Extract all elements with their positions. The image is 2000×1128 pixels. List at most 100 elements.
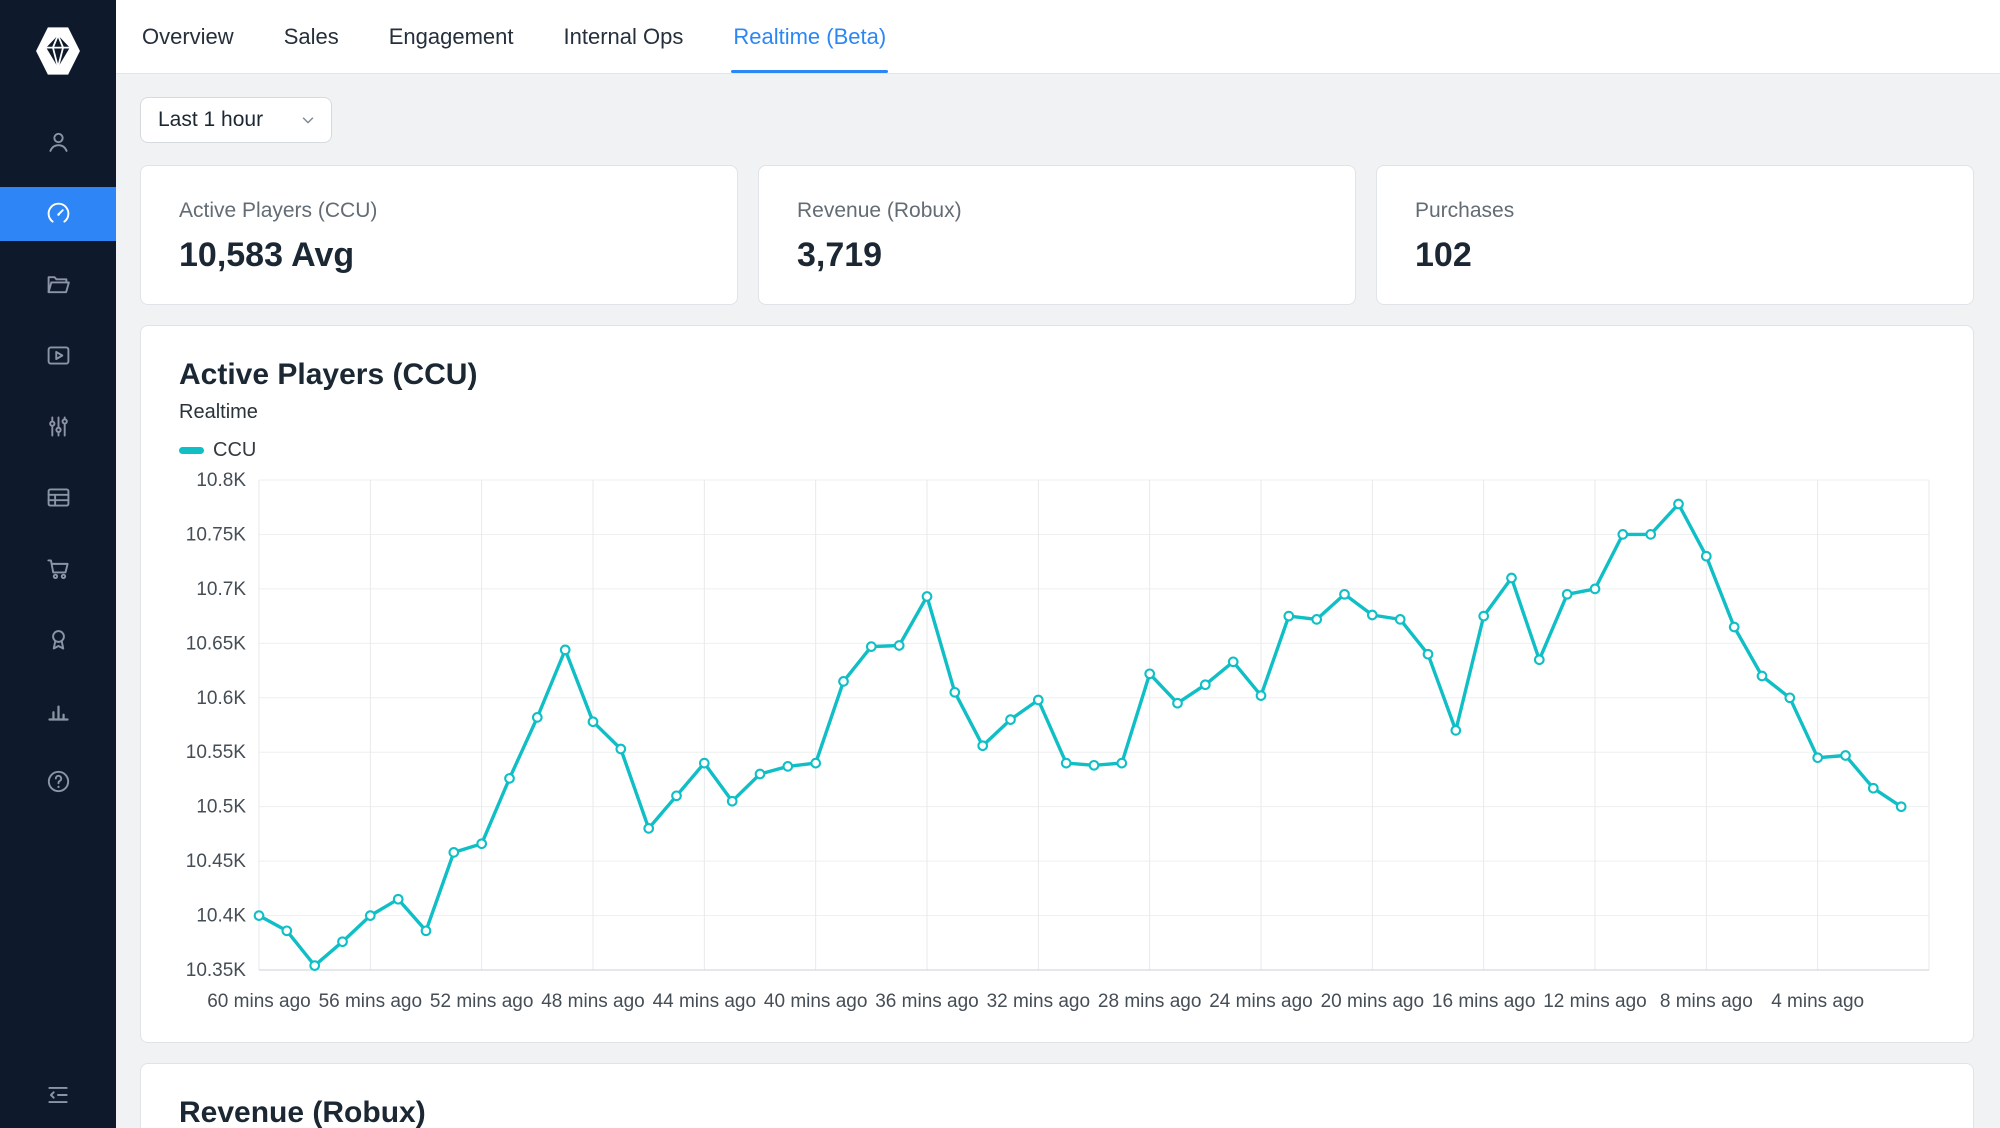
data-point-marker[interactable] xyxy=(253,910,265,921)
sidebar-item-analytics[interactable] xyxy=(0,186,116,241)
data-point-marker[interactable] xyxy=(1116,757,1128,769)
data-point-marker[interactable] xyxy=(1561,588,1573,600)
help-circle-icon xyxy=(47,770,69,793)
chart-legend[interactable]: CCU xyxy=(179,439,1935,462)
data-point-marker[interactable] xyxy=(364,910,376,921)
data-point-marker[interactable] xyxy=(1728,621,1740,633)
data-point-marker[interactable] xyxy=(698,757,710,769)
data-point-marker[interactable] xyxy=(1366,609,1378,621)
data-point-marker[interactable] xyxy=(1812,752,1824,764)
data-point-marker[interactable] xyxy=(865,641,877,652)
data-point-marker[interactable] xyxy=(1506,572,1517,584)
data-point-marker[interactable] xyxy=(754,768,766,780)
data-point-marker[interactable] xyxy=(1784,692,1796,704)
y-axis-tick-label: 10.55K xyxy=(186,742,247,763)
sidebar-item-media[interactable] xyxy=(0,329,116,383)
data-point-marker[interactable] xyxy=(1005,714,1016,725)
revenue-chart-card: Revenue (Robux) xyxy=(140,1063,1974,1128)
data-point-marker[interactable] xyxy=(977,740,989,752)
data-point-marker[interactable] xyxy=(1394,614,1406,625)
ccu-legend-swatch xyxy=(179,447,204,454)
data-point-marker[interactable] xyxy=(531,712,543,723)
data-point-marker[interactable] xyxy=(1645,529,1657,540)
sidebar-nav xyxy=(0,107,116,817)
data-point-marker[interactable] xyxy=(921,591,933,602)
data-point-marker[interactable] xyxy=(1172,697,1183,709)
collapse-menu-icon xyxy=(48,1086,68,1104)
sidebar-item-help[interactable] xyxy=(0,755,116,809)
data-point-marker[interactable] xyxy=(1450,725,1462,736)
x-axis-tick-label: 48 mins ago xyxy=(541,991,645,1012)
tab-sales[interactable]: Sales xyxy=(283,23,339,49)
stat-value: 102 xyxy=(1415,236,1472,274)
data-point-marker[interactable] xyxy=(1144,668,1156,680)
data-point-marker[interactable] xyxy=(337,936,348,948)
data-point-marker[interactable] xyxy=(1756,670,1768,682)
data-point-marker[interactable] xyxy=(504,773,515,784)
tab-engagement[interactable]: Engagement xyxy=(388,23,514,49)
data-point-marker[interactable] xyxy=(587,716,599,728)
page-content: Last 1 hour Active Players (CCU) 10,583 … xyxy=(116,97,2000,1128)
data-point-marker[interactable] xyxy=(1589,583,1601,595)
data-point-marker[interactable] xyxy=(1227,656,1239,668)
data-point-marker[interactable] xyxy=(1478,610,1490,622)
data-point-marker[interactable] xyxy=(1700,550,1712,562)
data-point-marker[interactable] xyxy=(1088,759,1100,771)
data-point-marker[interactable] xyxy=(476,838,488,850)
stat-card-revenue: Revenue (Robux) 3,719 xyxy=(758,165,1356,305)
tab-internal-ops[interactable]: Internal Ops xyxy=(563,23,684,49)
media-play-icon xyxy=(47,346,69,365)
sidebar-item-commerce[interactable] xyxy=(0,542,116,596)
data-point-marker[interactable] xyxy=(810,757,822,769)
data-point-marker[interactable] xyxy=(1060,757,1072,769)
y-axis-tick-label: 10.65K xyxy=(186,633,247,654)
data-point-marker[interactable] xyxy=(420,925,432,937)
data-point-marker[interactable] xyxy=(615,743,627,755)
analytics-tab-bar: Overview Sales Engagement Internal Ops R… xyxy=(116,0,2000,74)
sidebar-item-user[interactable] xyxy=(0,116,116,170)
data-point-marker[interactable] xyxy=(1867,782,1879,794)
data-point-marker[interactable] xyxy=(643,823,655,834)
data-point-marker[interactable] xyxy=(559,644,571,656)
sliders-icon xyxy=(48,416,68,437)
data-point-marker[interactable] xyxy=(1283,610,1295,622)
sidebar-collapse-button[interactable] xyxy=(0,1082,116,1108)
dashboard-gauge-icon xyxy=(47,202,69,223)
sidebar-item-data-tables[interactable] xyxy=(0,471,116,525)
data-point-marker[interactable] xyxy=(1032,694,1044,706)
y-axis-tick-label: 10.8K xyxy=(196,470,246,491)
data-point-marker[interactable] xyxy=(1617,529,1629,540)
y-axis-tick-label: 10.35K xyxy=(186,960,247,981)
data-point-marker[interactable] xyxy=(893,640,905,651)
sidebar-item-configure[interactable] xyxy=(0,400,116,454)
data-point-marker[interactable] xyxy=(671,790,682,802)
data-point-marker[interactable] xyxy=(1339,588,1350,600)
data-point-marker[interactable] xyxy=(448,847,460,858)
creator-hub-logo-icon[interactable] xyxy=(31,24,85,78)
sidebar-item-reports[interactable] xyxy=(0,684,116,738)
data-point-marker[interactable] xyxy=(1895,801,1907,813)
data-point-marker[interactable] xyxy=(1255,690,1267,701)
tab-overview[interactable]: Overview xyxy=(142,23,234,49)
tab-realtime-beta[interactable]: Realtime (Beta) xyxy=(731,0,889,73)
x-axis-tick-label: 24 mins ago xyxy=(1209,991,1313,1012)
sidebar-item-achievements[interactable] xyxy=(0,613,116,667)
data-point-marker[interactable] xyxy=(281,925,293,937)
data-point-marker[interactable] xyxy=(1673,498,1684,510)
x-axis-tick-label: 32 mins ago xyxy=(987,991,1091,1012)
data-point-marker[interactable] xyxy=(392,893,404,905)
data-point-marker[interactable] xyxy=(782,761,794,772)
data-point-marker[interactable] xyxy=(1422,648,1434,660)
data-point-marker[interactable] xyxy=(1311,614,1323,625)
sidebar-item-files[interactable] xyxy=(0,258,116,312)
data-point-marker[interactable] xyxy=(1533,654,1545,666)
data-point-marker[interactable] xyxy=(309,960,321,971)
data-point-marker[interactable] xyxy=(726,795,738,807)
data-point-marker[interactable] xyxy=(1199,679,1211,691)
data-point-marker[interactable] xyxy=(838,676,849,687)
time-range-dropdown[interactable]: Last 1 hour xyxy=(140,97,332,143)
ccu-chart[interactable]: 10.35K 10.4K 10.45K 10.5K 10.55K 10.6K 10.65K 1… xyxy=(179,466,1937,1026)
data-point-marker[interactable] xyxy=(1840,750,1851,761)
data-point-marker[interactable] xyxy=(949,686,961,698)
x-axis-tick-label: 16 mins ago xyxy=(1432,991,1536,1012)
